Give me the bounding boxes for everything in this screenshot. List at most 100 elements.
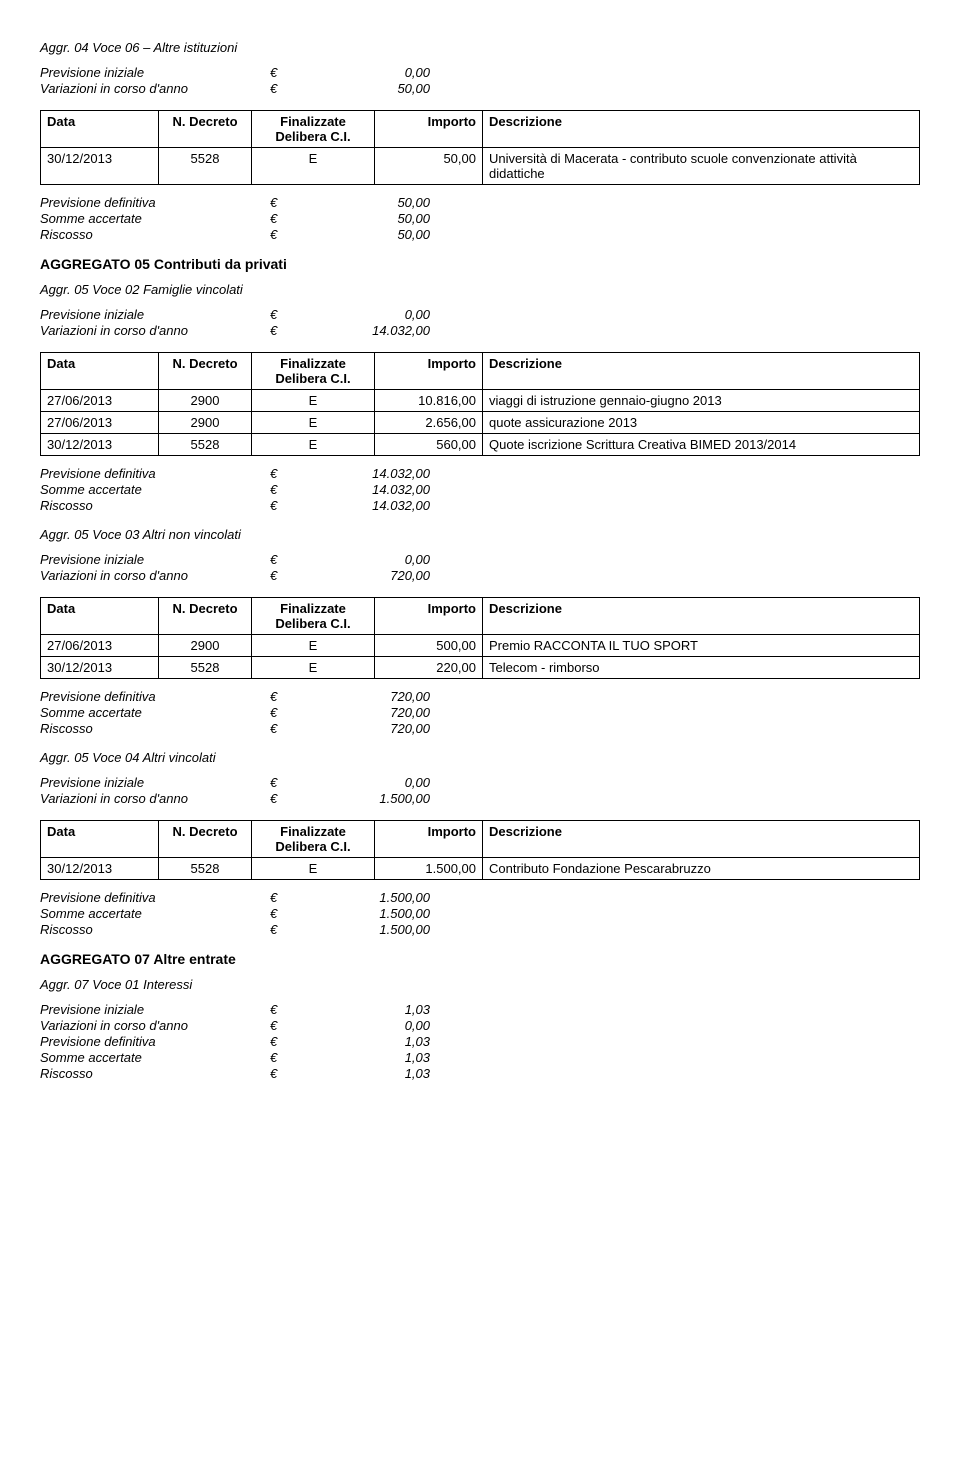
label-prev-definitiva: Previsione definitiva <box>40 1034 270 1049</box>
euro-symbol: € <box>270 65 290 80</box>
value: 14.032,00 <box>290 498 430 513</box>
value: 14.032,00 <box>290 466 430 481</box>
cell-importo: 1.500,00 <box>375 858 483 880</box>
label-prev-iniziale: Previsione iniziale <box>40 775 270 790</box>
label-prev-definitiva: Previsione definitiva <box>40 466 270 481</box>
value: 1,03 <box>290 1066 430 1081</box>
value: 720,00 <box>290 568 430 583</box>
summary-block: Previsione iniziale€0,00 Variazioni in c… <box>40 65 920 96</box>
cell-data: 30/12/2013 <box>41 434 159 456</box>
value: 50,00 <box>290 195 430 210</box>
th-finalizzate: Finalizzate Delibera C.I. <box>252 111 375 148</box>
table-body: 27/06/20132900E500,00Premio RACCONTA IL … <box>41 635 920 679</box>
value: 0,00 <box>290 65 430 80</box>
cell-decreto: 2900 <box>159 635 252 657</box>
cell-decreto: 5528 <box>159 657 252 679</box>
label-prev-iniziale: Previsione iniziale <box>40 65 270 80</box>
table-row: 30/12/20135528E220,00Telecom - rimborso <box>41 657 920 679</box>
table-row: 27/06/20132900E500,00Premio RACCONTA IL … <box>41 635 920 657</box>
cell-descrizione: Telecom - rimborso <box>483 657 920 679</box>
section-title: Aggr. 05 Voce 02 Famiglie vincolati <box>40 282 920 297</box>
table-body: 30/12/20135528E50,00Università di Macera… <box>41 148 920 185</box>
value: 1.500,00 <box>290 890 430 905</box>
data-table: Data N. Decreto Finalizzate Delibera C.I… <box>40 110 920 185</box>
th-importo: Importo <box>375 353 483 390</box>
th-descrizione: Descrizione <box>483 598 920 635</box>
table-row: 27/06/20132900E10.816,00viaggi di istruz… <box>41 390 920 412</box>
euro-symbol: € <box>270 705 290 720</box>
euro-symbol: € <box>270 498 290 513</box>
value: 0,00 <box>290 552 430 567</box>
th-importo: Importo <box>375 111 483 148</box>
value: 0,00 <box>290 775 430 790</box>
cell-finalizzate: E <box>252 148 375 185</box>
th-data: Data <box>41 598 159 635</box>
value: 1.500,00 <box>290 791 430 806</box>
cell-importo: 560,00 <box>375 434 483 456</box>
data-table: Data N. Decreto Finalizzate Delibera C.I… <box>40 597 920 679</box>
euro-symbol: € <box>270 323 290 338</box>
th-descrizione: Descrizione <box>483 821 920 858</box>
label-riscosso: Riscosso <box>40 922 270 937</box>
euro-symbol: € <box>270 791 290 806</box>
value: 720,00 <box>290 721 430 736</box>
value: 1,03 <box>290 1034 430 1049</box>
cell-decreto: 5528 <box>159 148 252 185</box>
cell-finalizzate: E <box>252 412 375 434</box>
euro-symbol: € <box>270 552 290 567</box>
euro-symbol: € <box>270 689 290 704</box>
value: 1,03 <box>290 1002 430 1017</box>
value: 14.032,00 <box>290 482 430 497</box>
aggregato-07-title: AGGREGATO 07 Altre entrate <box>40 951 920 967</box>
section-title: Aggr. 07 Voce 01 Interessi <box>40 977 920 992</box>
euro-symbol: € <box>270 922 290 937</box>
label-prev-iniziale: Previsione iniziale <box>40 552 270 567</box>
label-prev-definitiva: Previsione definitiva <box>40 890 270 905</box>
th-descrizione: Descrizione <box>483 111 920 148</box>
aggregato-05-title: AGGREGATO 05 Contributi da privati <box>40 256 920 272</box>
euro-symbol: € <box>270 1002 290 1017</box>
cell-data: 27/06/2013 <box>41 390 159 412</box>
euro-symbol: € <box>270 1018 290 1033</box>
th-decreto: N. Decreto <box>159 821 252 858</box>
euro-symbol: € <box>270 1034 290 1049</box>
label-somme-accertate: Somme accertate <box>40 906 270 921</box>
label-prev-definitiva: Previsione definitiva <box>40 689 270 704</box>
label-variazioni: Variazioni in corso d'anno <box>40 568 270 583</box>
value: 720,00 <box>290 705 430 720</box>
value: 14.032,00 <box>290 323 430 338</box>
label-somme-accertate: Somme accertate <box>40 1050 270 1065</box>
value: 1.500,00 <box>290 922 430 937</box>
cell-finalizzate: E <box>252 858 375 880</box>
cell-descrizione: quote assicurazione 2013 <box>483 412 920 434</box>
cell-decreto: 5528 <box>159 434 252 456</box>
label-variazioni: Variazioni in corso d'anno <box>40 791 270 806</box>
th-data: Data <box>41 111 159 148</box>
summary-block: Previsione iniziale€0,00 Variazioni in c… <box>40 775 920 806</box>
label-riscosso: Riscosso <box>40 498 270 513</box>
cell-importo: 220,00 <box>375 657 483 679</box>
cell-importo: 500,00 <box>375 635 483 657</box>
th-decreto: N. Decreto <box>159 598 252 635</box>
euro-symbol: € <box>270 1050 290 1065</box>
label-riscosso: Riscosso <box>40 1066 270 1081</box>
cell-finalizzate: E <box>252 635 375 657</box>
table-body: 27/06/20132900E10.816,00viaggi di istruz… <box>41 390 920 456</box>
th-finalizzate: Finalizzate Delibera C.I. <box>252 353 375 390</box>
cell-data: 27/06/2013 <box>41 412 159 434</box>
th-importo: Importo <box>375 821 483 858</box>
label-variazioni: Variazioni in corso d'anno <box>40 323 270 338</box>
label-prev-iniziale: Previsione iniziale <box>40 1002 270 1017</box>
euro-symbol: € <box>270 906 290 921</box>
label-riscosso: Riscosso <box>40 721 270 736</box>
summary-block: Previsione definitiva€50,00 Somme accert… <box>40 195 920 242</box>
label-variazioni: Variazioni in corso d'anno <box>40 81 270 96</box>
euro-symbol: € <box>270 721 290 736</box>
cell-decreto: 2900 <box>159 390 252 412</box>
cell-importo: 50,00 <box>375 148 483 185</box>
cell-descrizione: Università di Macerata - contributo scuo… <box>483 148 920 185</box>
value: 1.500,00 <box>290 906 430 921</box>
label-riscosso: Riscosso <box>40 227 270 242</box>
th-descrizione: Descrizione <box>483 353 920 390</box>
th-finalizzate: Finalizzate Delibera C.I. <box>252 821 375 858</box>
